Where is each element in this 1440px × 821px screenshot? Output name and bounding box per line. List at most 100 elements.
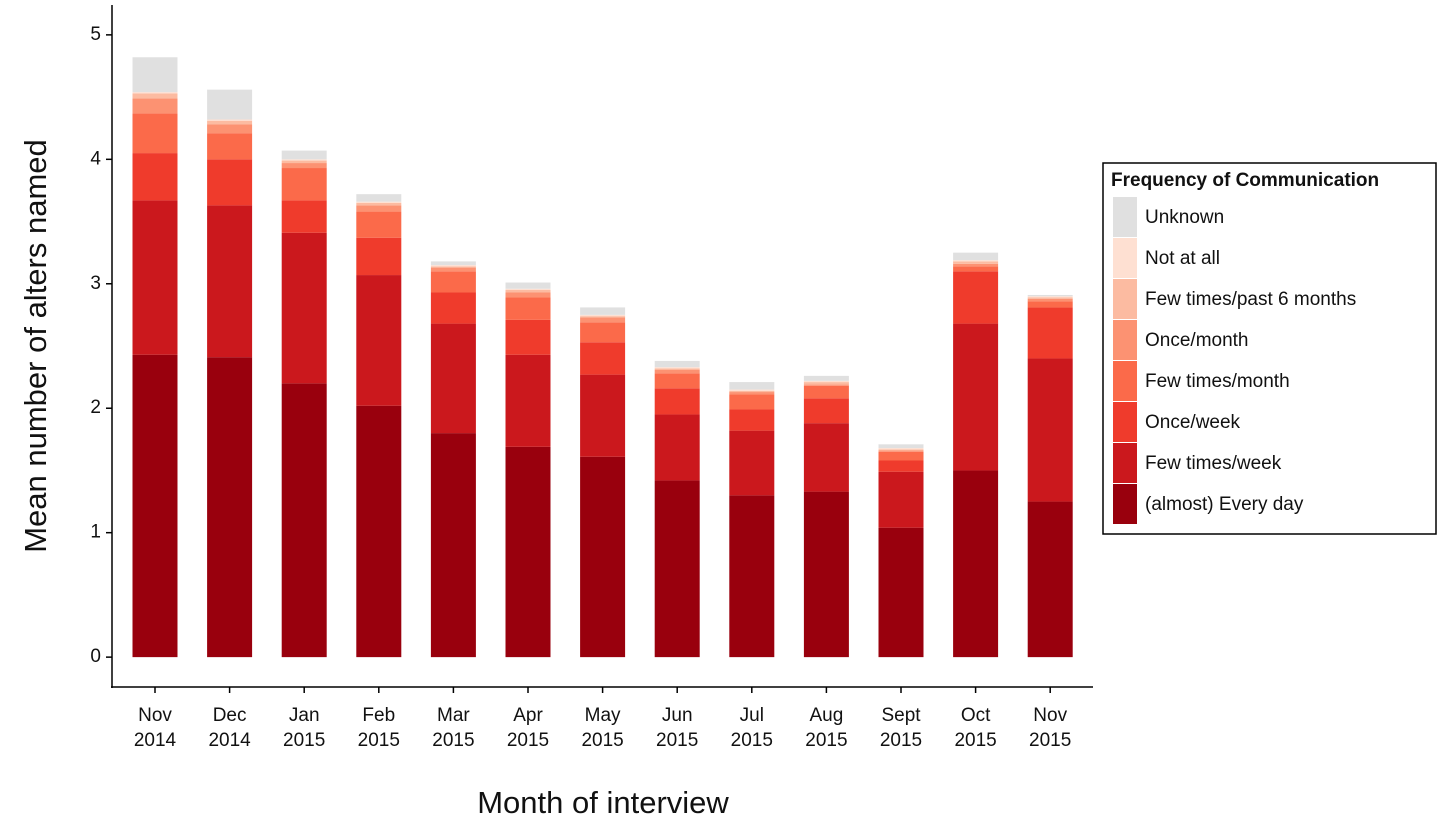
- bar-segment: [356, 211, 402, 238]
- bar-segment: [356, 202, 402, 206]
- x-tick-label: 2015: [880, 730, 922, 751]
- bar-segment: [654, 367, 700, 369]
- bar-segment: [654, 480, 700, 658]
- bar-segment: [132, 57, 178, 93]
- bar-segment: [580, 456, 626, 658]
- bar-segment: [505, 289, 551, 293]
- bar-segment: [953, 266, 999, 272]
- x-tick-label: Apr: [513, 705, 543, 726]
- bar-segment: [729, 382, 775, 390]
- bar-segment: [281, 150, 327, 160]
- bar-segment: [281, 163, 327, 169]
- bar-segment: [729, 389, 775, 391]
- bar-segment: [207, 205, 253, 358]
- bar-segment: [207, 120, 253, 125]
- bar-segment: [132, 153, 178, 201]
- bar-segment: [1027, 296, 1073, 298]
- bar-segment: [803, 398, 849, 424]
- bar-segment: [803, 491, 849, 658]
- y-axis-title: Mean number of alters named: [18, 139, 53, 553]
- legend-label: (almost) Every day: [1145, 494, 1304, 515]
- bar-segment: [356, 194, 402, 202]
- x-tick-label: May: [585, 705, 621, 726]
- bar-segment: [580, 374, 626, 457]
- bar-segment: [1027, 294, 1073, 297]
- legend-label: Few times/week: [1145, 453, 1282, 474]
- bar-segment: [654, 368, 700, 370]
- legend-key: [1113, 484, 1137, 524]
- bar-segment: [580, 307, 626, 315]
- bar-segment: [207, 159, 253, 206]
- legend-key: [1113, 197, 1137, 237]
- bar-segment: [729, 409, 775, 431]
- x-tick-label: 2015: [1029, 730, 1071, 751]
- bar-segment: [803, 384, 849, 386]
- legend-label: Once/week: [1145, 412, 1241, 433]
- bar-segment: [878, 451, 924, 461]
- bar-segment: [281, 160, 327, 164]
- bar-segment: [281, 383, 327, 658]
- bar-segment: [132, 354, 178, 658]
- x-tick-label: Mar: [437, 705, 470, 726]
- x-tick-label: Jul: [740, 705, 764, 726]
- y-tick-label: 0: [90, 646, 101, 667]
- bar-segment: [878, 450, 924, 452]
- bar-segment: [132, 98, 178, 114]
- y-tick-label: 1: [90, 522, 101, 543]
- bar-segment: [729, 394, 775, 410]
- x-tick-label: 2015: [954, 730, 996, 751]
- bar-segment: [729, 390, 775, 393]
- bar-segment: [803, 375, 849, 381]
- x-axis-title: Month of interview: [477, 785, 729, 820]
- bar-segment: [654, 414, 700, 481]
- bar-segment: [281, 159, 327, 161]
- bar-segment: [803, 385, 849, 399]
- x-tick-label: Jun: [662, 705, 693, 726]
- legend-box: [1102, 162, 1437, 535]
- bar-segment: [654, 373, 700, 389]
- bar-segment: [729, 495, 775, 658]
- bar-segment: [505, 297, 551, 320]
- legend-label: Once/month: [1145, 330, 1249, 351]
- bar-segment: [1027, 301, 1073, 308]
- legend-key: [1113, 320, 1137, 360]
- x-tick-label: Jan: [289, 705, 320, 726]
- y-tick-label: 4: [90, 148, 101, 169]
- x-tick-label: Dec: [213, 705, 247, 726]
- x-tick-label: 2015: [432, 730, 474, 751]
- bar-segment: [281, 168, 327, 201]
- x-tick-label: Feb: [362, 705, 395, 726]
- bar-segment: [430, 266, 476, 268]
- bar-segment: [953, 261, 999, 264]
- bar-segment: [207, 119, 253, 121]
- bar-segment: [878, 460, 924, 472]
- bar-segment: [729, 430, 775, 496]
- x-tick-label: Nov: [1033, 705, 1067, 726]
- bar-segment: [207, 124, 253, 134]
- bar-segment: [505, 319, 551, 355]
- legend-label: Few times/month: [1145, 371, 1290, 392]
- legend-key: [1113, 361, 1137, 401]
- bar-segment: [1027, 307, 1073, 359]
- bar-segment: [580, 314, 626, 317]
- bar-segment: [953, 263, 999, 267]
- x-tick-label: Sept: [881, 705, 921, 726]
- y-tick-label: 2: [90, 397, 101, 418]
- bar-segment: [356, 205, 402, 212]
- legend-key: [1113, 402, 1137, 442]
- bar-segment: [132, 93, 178, 99]
- legend-label: Not at all: [1145, 248, 1220, 269]
- x-tick-label: 2014: [134, 730, 177, 751]
- bar-segment: [803, 380, 849, 383]
- bar-segment: [356, 275, 402, 406]
- bar-segment: [878, 448, 924, 450]
- bar-segment: [430, 323, 476, 434]
- x-tick-label: Aug: [809, 705, 843, 726]
- y-tick-label: 3: [90, 273, 101, 294]
- bar-segment: [1027, 297, 1073, 299]
- bar-segment: [953, 260, 999, 262]
- bar-segment: [878, 471, 924, 528]
- bar-segment: [654, 388, 700, 415]
